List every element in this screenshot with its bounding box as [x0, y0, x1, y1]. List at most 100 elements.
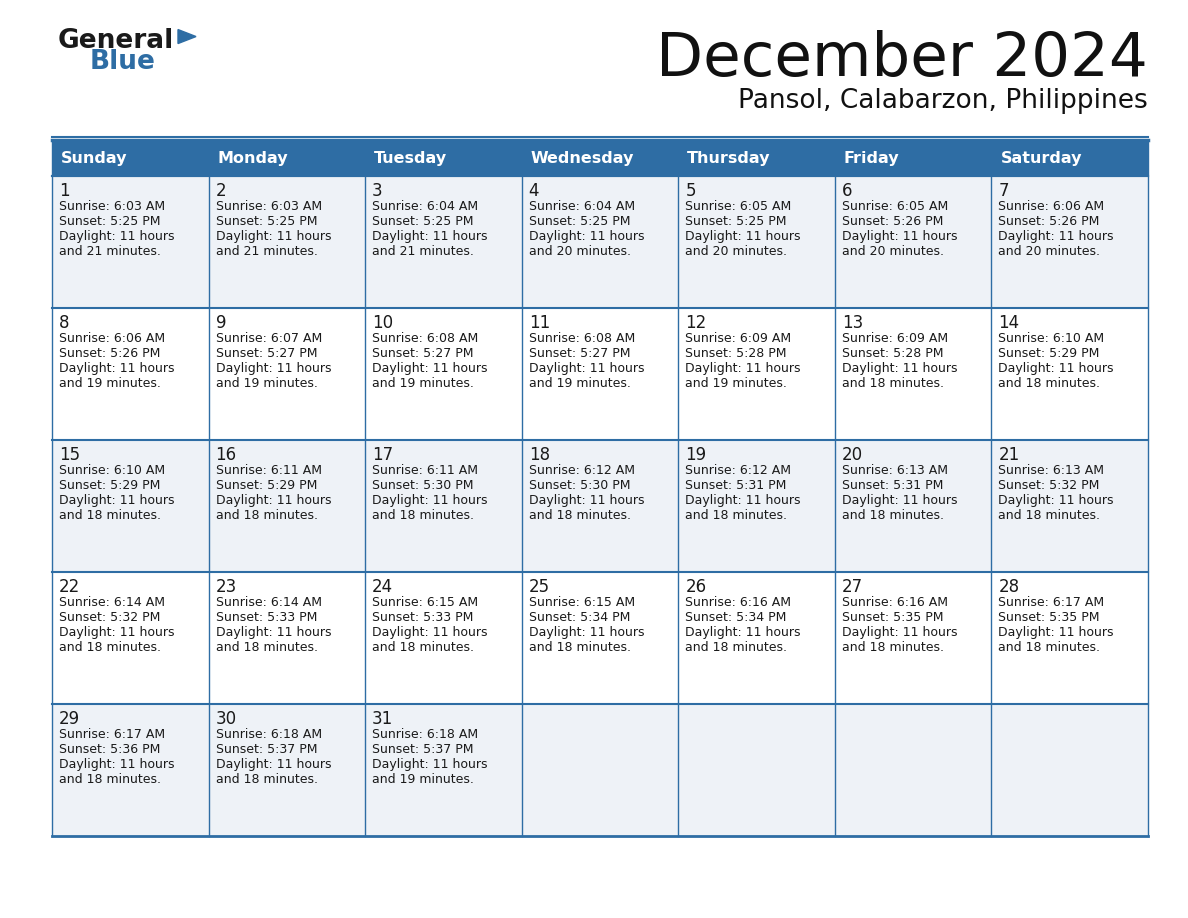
Text: Daylight: 11 hours: Daylight: 11 hours: [215, 626, 331, 639]
Text: Saturday: Saturday: [1000, 151, 1082, 165]
Text: Daylight: 11 hours: Daylight: 11 hours: [842, 494, 958, 507]
Bar: [678, 704, 835, 836]
Text: Daylight: 11 hours: Daylight: 11 hours: [998, 362, 1114, 375]
Text: Sunrise: 6:11 AM: Sunrise: 6:11 AM: [372, 464, 478, 477]
Text: Sunrise: 6:09 AM: Sunrise: 6:09 AM: [842, 332, 948, 345]
Bar: [209, 176, 365, 308]
Bar: [209, 308, 365, 440]
Text: Sunset: 5:26 PM: Sunset: 5:26 PM: [842, 215, 943, 228]
Bar: [365, 572, 522, 704]
Text: Sunrise: 6:18 AM: Sunrise: 6:18 AM: [215, 728, 322, 741]
Text: Sunset: 5:33 PM: Sunset: 5:33 PM: [372, 611, 474, 624]
Text: Sunrise: 6:15 AM: Sunrise: 6:15 AM: [372, 596, 479, 609]
Bar: [992, 176, 1148, 308]
Text: Daylight: 11 hours: Daylight: 11 hours: [998, 626, 1114, 639]
Text: Daylight: 11 hours: Daylight: 11 hours: [59, 494, 175, 507]
Text: Blue: Blue: [90, 49, 156, 75]
Text: Wednesday: Wednesday: [531, 151, 634, 165]
Text: Thursday: Thursday: [688, 151, 771, 165]
Text: Sunset: 5:28 PM: Sunset: 5:28 PM: [685, 347, 786, 360]
Text: Sunrise: 6:17 AM: Sunrise: 6:17 AM: [998, 596, 1105, 609]
Bar: [52, 704, 209, 836]
Text: Sunrise: 6:04 AM: Sunrise: 6:04 AM: [529, 200, 634, 213]
Bar: [992, 440, 1148, 572]
Text: and 18 minutes.: and 18 minutes.: [529, 509, 631, 522]
Text: and 20 minutes.: and 20 minutes.: [685, 245, 788, 258]
Bar: [209, 440, 365, 572]
Text: Sunset: 5:37 PM: Sunset: 5:37 PM: [215, 743, 317, 756]
Bar: [992, 572, 1148, 704]
Text: 17: 17: [372, 446, 393, 464]
Bar: [522, 704, 678, 836]
Text: Sunrise: 6:04 AM: Sunrise: 6:04 AM: [372, 200, 479, 213]
Text: Daylight: 11 hours: Daylight: 11 hours: [842, 230, 958, 243]
Text: 11: 11: [529, 314, 550, 332]
Text: 8: 8: [59, 314, 70, 332]
Text: 5: 5: [685, 182, 696, 200]
Text: Daylight: 11 hours: Daylight: 11 hours: [529, 362, 644, 375]
Bar: [835, 440, 992, 572]
Text: Sunset: 5:30 PM: Sunset: 5:30 PM: [529, 479, 630, 492]
Text: Sunset: 5:31 PM: Sunset: 5:31 PM: [685, 479, 786, 492]
Bar: [52, 176, 209, 308]
Polygon shape: [178, 29, 196, 43]
Text: Sunset: 5:26 PM: Sunset: 5:26 PM: [998, 215, 1100, 228]
Text: Sunrise: 6:12 AM: Sunrise: 6:12 AM: [529, 464, 634, 477]
Text: Sunset: 5:29 PM: Sunset: 5:29 PM: [215, 479, 317, 492]
Text: and 21 minutes.: and 21 minutes.: [59, 245, 160, 258]
Text: Daylight: 11 hours: Daylight: 11 hours: [215, 758, 331, 771]
Text: Daylight: 11 hours: Daylight: 11 hours: [215, 494, 331, 507]
Text: Daylight: 11 hours: Daylight: 11 hours: [529, 230, 644, 243]
Bar: [992, 140, 1148, 176]
Bar: [52, 440, 209, 572]
Text: Sunset: 5:36 PM: Sunset: 5:36 PM: [59, 743, 160, 756]
Text: 9: 9: [215, 314, 226, 332]
Text: 1: 1: [59, 182, 70, 200]
Text: Sunset: 5:29 PM: Sunset: 5:29 PM: [998, 347, 1100, 360]
Text: and 18 minutes.: and 18 minutes.: [842, 377, 943, 390]
Text: Sunset: 5:32 PM: Sunset: 5:32 PM: [998, 479, 1100, 492]
Text: Sunset: 5:25 PM: Sunset: 5:25 PM: [529, 215, 630, 228]
Bar: [678, 176, 835, 308]
Text: and 19 minutes.: and 19 minutes.: [685, 377, 788, 390]
Text: and 19 minutes.: and 19 minutes.: [215, 377, 317, 390]
Text: Sunday: Sunday: [61, 151, 127, 165]
Text: 16: 16: [215, 446, 236, 464]
Text: Monday: Monday: [217, 151, 289, 165]
Text: Daylight: 11 hours: Daylight: 11 hours: [842, 362, 958, 375]
Text: Sunset: 5:35 PM: Sunset: 5:35 PM: [842, 611, 943, 624]
Text: Sunrise: 6:15 AM: Sunrise: 6:15 AM: [529, 596, 634, 609]
Text: Sunrise: 6:13 AM: Sunrise: 6:13 AM: [998, 464, 1105, 477]
Bar: [835, 308, 992, 440]
Bar: [365, 140, 522, 176]
Text: Sunrise: 6:05 AM: Sunrise: 6:05 AM: [685, 200, 791, 213]
Text: 22: 22: [59, 578, 81, 596]
Bar: [522, 140, 678, 176]
Bar: [209, 140, 365, 176]
Bar: [365, 440, 522, 572]
Text: Daylight: 11 hours: Daylight: 11 hours: [215, 230, 331, 243]
Bar: [52, 572, 209, 704]
Text: Sunrise: 6:17 AM: Sunrise: 6:17 AM: [59, 728, 165, 741]
Bar: [678, 440, 835, 572]
Text: and 18 minutes.: and 18 minutes.: [372, 641, 474, 654]
Bar: [992, 308, 1148, 440]
Text: Daylight: 11 hours: Daylight: 11 hours: [59, 362, 175, 375]
Text: Sunrise: 6:10 AM: Sunrise: 6:10 AM: [998, 332, 1105, 345]
Bar: [835, 140, 992, 176]
Text: and 20 minutes.: and 20 minutes.: [998, 245, 1100, 258]
Text: Sunrise: 6:03 AM: Sunrise: 6:03 AM: [215, 200, 322, 213]
Text: December 2024: December 2024: [656, 30, 1148, 89]
Text: 13: 13: [842, 314, 864, 332]
Text: Sunset: 5:35 PM: Sunset: 5:35 PM: [998, 611, 1100, 624]
Text: 19: 19: [685, 446, 707, 464]
Text: and 19 minutes.: and 19 minutes.: [372, 773, 474, 786]
Text: Daylight: 11 hours: Daylight: 11 hours: [215, 362, 331, 375]
Text: 12: 12: [685, 314, 707, 332]
Text: Sunset: 5:27 PM: Sunset: 5:27 PM: [215, 347, 317, 360]
Text: and 18 minutes.: and 18 minutes.: [685, 641, 788, 654]
Text: Sunrise: 6:07 AM: Sunrise: 6:07 AM: [215, 332, 322, 345]
Text: Daylight: 11 hours: Daylight: 11 hours: [685, 362, 801, 375]
Text: and 20 minutes.: and 20 minutes.: [842, 245, 943, 258]
Text: 29: 29: [59, 710, 80, 728]
